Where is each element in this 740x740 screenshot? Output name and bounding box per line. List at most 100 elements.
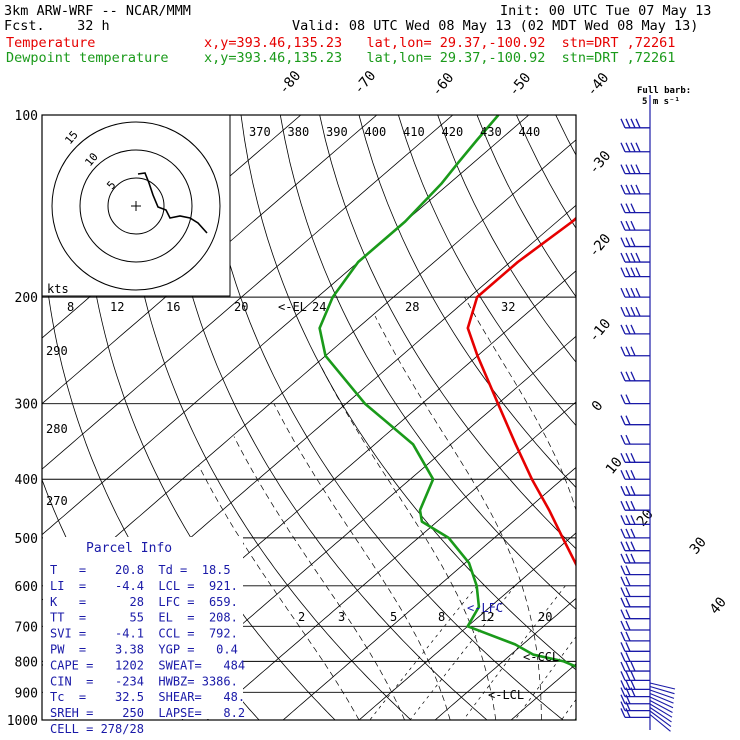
surface-wind-barb [649,703,673,718]
hodograph-trace [137,172,208,234]
lcl-label: <-LCL [488,688,524,702]
isotherm-label: -20 [586,231,615,261]
isotherm-label: -80 [276,68,305,98]
wind-barb-flag [625,528,631,539]
isotherm-label: 30 [687,534,710,557]
wind-barb [620,142,650,153]
wind-barb-flag [625,415,631,425]
profiles [318,115,576,720]
wind-barb-flag [630,541,636,551]
mixing-ratio-label: 12 [480,610,494,624]
wind-barbs: Full barb:5 m s⁻¹ [620,86,691,732]
dry-adiabat-line [713,115,740,720]
wind-barb-flag [625,515,631,525]
wind-barb-flag [620,609,626,619]
pressure-tick-label: 800 [15,655,38,670]
wind-barb [620,701,650,712]
wind-barb-flag [625,485,631,496]
wind-barb [620,324,650,335]
parcel-info-row: T = 20.8 Td = 18.5 [50,563,231,577]
ccl-label: <-CCL [523,650,559,664]
wind-barb-flag [630,118,636,129]
parcel-panel-bg [43,537,243,719]
wind-barb [620,609,650,620]
wind-barb-flag [630,164,636,174]
el-label: <-EL [278,300,307,314]
wind-barb-flag [620,287,626,298]
wind-barb-flag [625,453,631,463]
parcel-info-row: CAPE = 1202 SWEAT= 484 [50,658,245,672]
isotherm-label: -50 [506,70,535,100]
wind-barb [620,252,650,263]
moist-adiabat-line [198,465,360,720]
wind-barb-flag [620,652,626,662]
wind-barb-flag [630,324,636,335]
wind-barb [620,576,650,587]
wind-barb-flag [625,267,631,277]
surface-wind-barb [649,682,676,690]
surface-wind-barb [649,707,672,723]
wind-barb-flag [620,642,626,652]
wind-barb [620,687,650,698]
pressure-tick-label: 1000 [7,714,38,729]
parcel-info-row: LI = -4.4 LCL = 921. [50,579,238,593]
wind-barb-flag [620,631,626,642]
wind-barb-flag [630,553,636,564]
moist-adiabat-line [593,297,659,720]
hodograph-speed-label: 24 [312,300,326,314]
isotherm-line [206,401,576,720]
wind-barb [620,237,650,248]
isotherm-line [358,532,576,720]
wind-barb-flag [620,118,626,129]
wind-barb-flag [620,687,626,697]
mixing-ratio-label: 3 [338,610,345,624]
wind-barb-flag [625,576,631,587]
wind-barb-flag [630,237,636,247]
wind-barb-flag [620,371,626,382]
pressure-tick-label: 300 [15,398,38,413]
pressure-tick-label: 100 [15,109,38,124]
wind-barb-flag [625,597,631,608]
wind-barb [620,553,650,564]
wind-barb-flag [620,252,626,263]
wind-barb [620,680,650,691]
wind-barb-flag [625,346,631,357]
moist-adiabat-line [233,436,405,720]
moist-adiabat-line [320,365,497,720]
mixing-ratio-label: 2 [298,610,305,624]
moist-adiabat-line [678,297,740,720]
pressure-tick-label: 500 [15,532,38,547]
wind-barb [620,371,650,382]
isotherm-line [282,466,576,720]
wind-barb-flag [620,485,626,496]
wind-barb-flag [625,661,631,672]
sounding-header: 3km ARW-WRF -- NCAR/MMM Init: 00 UTC Tue… [0,0,740,70]
wind-barb-flag [630,220,636,231]
wind-barb [620,541,650,552]
wind-barb-flag [625,469,631,480]
wind-barb-flag [620,708,626,718]
wind-barb-flag [625,142,631,152]
wind-barb-flag [620,500,626,511]
wind-barb-flag [620,415,626,425]
wind-barb-flag [620,184,626,195]
hodograph-units-label: kts [47,282,69,296]
dry-adiabat-line [674,115,740,720]
wind-barb-flag [630,346,636,357]
wind-barb [620,708,650,719]
parcel-info-row: CIN = -234 HWBZ= 3386. [50,674,238,688]
wind-barb-flag [620,469,626,480]
wind-barb-flag [630,142,636,152]
wind-barb-flag [635,118,641,129]
wind-barb-flag [625,306,631,317]
wind-barb [620,565,650,576]
wind-barb [620,631,650,642]
hodograph-speed-label: 12 [110,300,124,314]
mixing-ratio-line [369,585,478,720]
lfc-label: <-LFC [467,601,503,615]
isotherm-label: -40 [584,70,613,100]
wind-barb-flag [620,553,626,564]
wind-barb-flag [630,500,636,511]
wind-barb-flag [620,237,626,247]
pressure-tick-label: 600 [15,580,38,595]
